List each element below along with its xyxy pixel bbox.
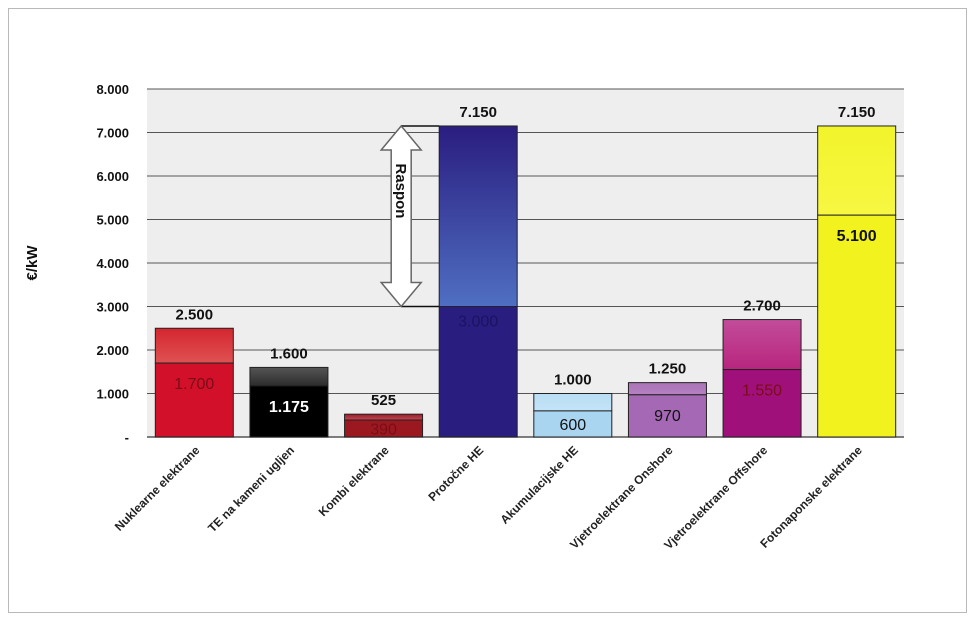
bar-segment-upper <box>344 413 424 421</box>
bar-total-label: 525 <box>371 392 396 409</box>
bar-segment-lower <box>154 362 234 438</box>
bar-total-label: 7.150 <box>459 104 497 121</box>
bar-segment-upper <box>817 125 897 216</box>
bar-segment-upper <box>154 327 234 364</box>
x-category-label: Fotonaponske elektrane <box>757 443 865 551</box>
bar-total-label: 1.250 <box>649 361 687 378</box>
x-category-label: Kombi elektrane <box>316 443 392 519</box>
bar-segment-lower <box>627 394 707 438</box>
bar-lower-value-label: 970 <box>654 408 681 425</box>
bar-lower-value-label: 3.000 <box>458 314 498 331</box>
capital-cost-bar-chart: - 1.000 2.000 3.000 4.000 5.000 6.000 7.000 8.00… <box>24 82 904 552</box>
bar-total-label: 7.150 <box>838 104 876 121</box>
y-tick-label: 4.000 <box>96 256 129 271</box>
range-double-arrow <box>379 124 423 308</box>
bar-lower-value-label: 1.175 <box>269 399 309 416</box>
x-category-label: Akumulacijske HE <box>497 443 580 526</box>
bar-lower-value-label: 5.100 <box>837 228 877 245</box>
bar-lower-value-label: 1.550 <box>742 383 782 400</box>
x-category-label: TE na kameni ugljen <box>205 443 297 535</box>
range-label: Raspon <box>392 163 409 218</box>
chart-frame: - 1.000 2.000 3.000 4.000 5.000 6.000 7.000 8.00… <box>8 8 967 613</box>
bar-total-label: 1.000 <box>554 372 592 389</box>
bar-segment-lower <box>344 419 424 438</box>
bars: 1.700 2.500 1.175 1.600 390 525 3.000 7.150 600 1… <box>154 104 897 439</box>
range-annotation: Raspon <box>379 124 440 308</box>
bar-total-label: 1.600 <box>270 345 308 362</box>
bar-segment-upper <box>627 382 707 396</box>
bar-segment-lower <box>722 369 802 438</box>
bar-segment-upper <box>438 125 518 307</box>
y-tick-label: 1.000 <box>96 387 129 402</box>
y-tick-label: 6.000 <box>96 169 129 184</box>
bar-segment-upper <box>533 393 613 412</box>
bar-segment-upper <box>249 366 329 387</box>
bar-segment-lower <box>438 306 518 438</box>
y-tick-label: 2.000 <box>96 343 129 358</box>
bar-segment-lower <box>817 214 897 438</box>
bar-segment-lower <box>533 410 613 438</box>
x-category-label: Nuklearne elektrane <box>112 443 203 534</box>
bar-lower-value-label: 1.700 <box>174 376 214 393</box>
x-category-label: Vjetroelektrane Onshore <box>567 443 676 552</box>
x-category-label: Vjetroelektrane Offshore <box>661 443 770 552</box>
y-tick-label: 5.000 <box>96 213 129 228</box>
bar-total-label: 2.700 <box>743 298 781 315</box>
y-tick-label: 8.000 <box>96 82 129 97</box>
bar-lower-value-label: 390 <box>370 422 397 439</box>
bar-lower-value-label: 600 <box>559 417 586 434</box>
bar-total-label: 2.500 <box>176 306 214 323</box>
y-axis-label: €/kW <box>24 245 41 281</box>
bar-segment-lower <box>249 385 329 438</box>
y-tick-labels: - 1.000 2.000 3.000 4.000 5.000 6.000 7.000 8.00… <box>96 82 129 445</box>
y-tick-label: - <box>125 430 129 445</box>
x-category-labels: Nuklearne elektrane TE na kameni ugljen Ko… <box>112 443 865 552</box>
x-category-label: Protočne HE <box>425 443 486 504</box>
bar-segment-upper <box>722 319 802 371</box>
y-tick-label: 3.000 <box>96 300 129 315</box>
y-tick-label: 7.000 <box>96 126 129 141</box>
